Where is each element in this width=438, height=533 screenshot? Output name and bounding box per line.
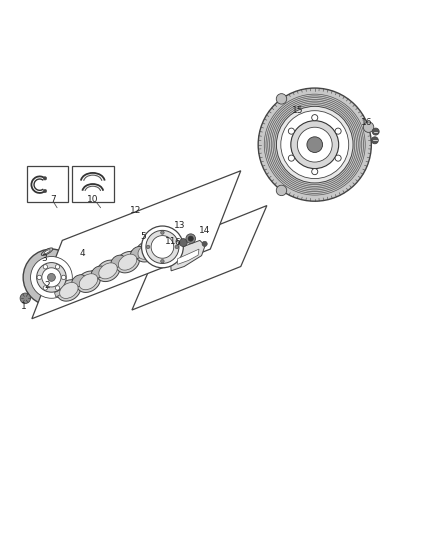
Text: 10: 10 bbox=[87, 196, 99, 205]
Ellipse shape bbox=[57, 280, 81, 301]
Circle shape bbox=[141, 226, 184, 268]
Circle shape bbox=[202, 241, 207, 246]
Ellipse shape bbox=[44, 250, 50, 254]
Circle shape bbox=[161, 231, 164, 235]
Ellipse shape bbox=[145, 236, 170, 258]
Circle shape bbox=[288, 155, 294, 161]
Circle shape bbox=[312, 168, 318, 175]
Circle shape bbox=[371, 137, 378, 144]
Circle shape bbox=[364, 122, 374, 132]
Circle shape bbox=[161, 260, 164, 263]
Bar bbox=[27, 166, 68, 202]
Circle shape bbox=[281, 111, 349, 179]
Circle shape bbox=[175, 245, 179, 249]
Circle shape bbox=[188, 236, 193, 241]
Circle shape bbox=[43, 189, 47, 193]
Circle shape bbox=[291, 120, 339, 168]
Circle shape bbox=[43, 286, 47, 290]
Ellipse shape bbox=[92, 266, 106, 278]
Circle shape bbox=[297, 127, 332, 162]
Circle shape bbox=[31, 256, 72, 298]
Circle shape bbox=[276, 185, 287, 196]
Circle shape bbox=[180, 239, 187, 246]
Ellipse shape bbox=[67, 279, 82, 293]
Ellipse shape bbox=[118, 254, 137, 270]
Circle shape bbox=[37, 263, 66, 292]
Circle shape bbox=[47, 273, 55, 281]
Ellipse shape bbox=[111, 255, 125, 268]
Circle shape bbox=[146, 245, 150, 249]
Circle shape bbox=[186, 234, 195, 244]
Ellipse shape bbox=[116, 252, 139, 273]
Circle shape bbox=[312, 115, 318, 120]
Text: 4: 4 bbox=[79, 249, 85, 258]
Polygon shape bbox=[178, 249, 199, 264]
Polygon shape bbox=[32, 171, 241, 319]
Text: 6: 6 bbox=[175, 238, 180, 247]
Text: 5: 5 bbox=[140, 231, 146, 240]
Text: 12: 12 bbox=[130, 206, 141, 215]
Ellipse shape bbox=[60, 282, 78, 298]
Text: 13: 13 bbox=[174, 221, 186, 230]
Circle shape bbox=[55, 286, 60, 290]
Bar bbox=[72, 166, 114, 202]
Ellipse shape bbox=[41, 248, 53, 255]
Ellipse shape bbox=[96, 260, 120, 281]
Text: 3: 3 bbox=[41, 254, 47, 263]
Circle shape bbox=[61, 275, 66, 279]
Text: 15: 15 bbox=[292, 106, 303, 115]
Ellipse shape bbox=[72, 274, 86, 287]
Ellipse shape bbox=[86, 270, 102, 284]
Ellipse shape bbox=[138, 243, 156, 259]
Ellipse shape bbox=[99, 263, 117, 279]
Circle shape bbox=[372, 128, 379, 135]
Circle shape bbox=[335, 128, 341, 134]
Polygon shape bbox=[132, 206, 267, 310]
Circle shape bbox=[258, 88, 371, 201]
Text: 14: 14 bbox=[199, 227, 211, 235]
Circle shape bbox=[288, 128, 294, 134]
Circle shape bbox=[276, 107, 353, 183]
Text: 7: 7 bbox=[50, 196, 56, 205]
Circle shape bbox=[146, 230, 179, 263]
Circle shape bbox=[23, 249, 80, 305]
Ellipse shape bbox=[135, 240, 159, 262]
Circle shape bbox=[335, 155, 341, 161]
Ellipse shape bbox=[150, 240, 166, 254]
Circle shape bbox=[20, 293, 31, 303]
Circle shape bbox=[37, 275, 42, 279]
Circle shape bbox=[55, 265, 60, 269]
Text: 16: 16 bbox=[361, 118, 373, 127]
Ellipse shape bbox=[131, 246, 145, 259]
Circle shape bbox=[43, 176, 47, 180]
Ellipse shape bbox=[77, 271, 100, 293]
Circle shape bbox=[151, 236, 174, 258]
Ellipse shape bbox=[79, 274, 98, 290]
Circle shape bbox=[43, 265, 47, 269]
Circle shape bbox=[42, 268, 61, 287]
Polygon shape bbox=[170, 240, 205, 271]
Text: 11: 11 bbox=[166, 237, 177, 246]
Polygon shape bbox=[54, 286, 69, 297]
Polygon shape bbox=[146, 239, 162, 251]
Ellipse shape bbox=[106, 260, 122, 273]
Ellipse shape bbox=[142, 233, 173, 261]
Circle shape bbox=[307, 137, 322, 152]
Ellipse shape bbox=[125, 250, 141, 264]
Circle shape bbox=[276, 94, 287, 104]
Text: 2: 2 bbox=[44, 281, 50, 290]
Text: 1: 1 bbox=[21, 302, 27, 311]
